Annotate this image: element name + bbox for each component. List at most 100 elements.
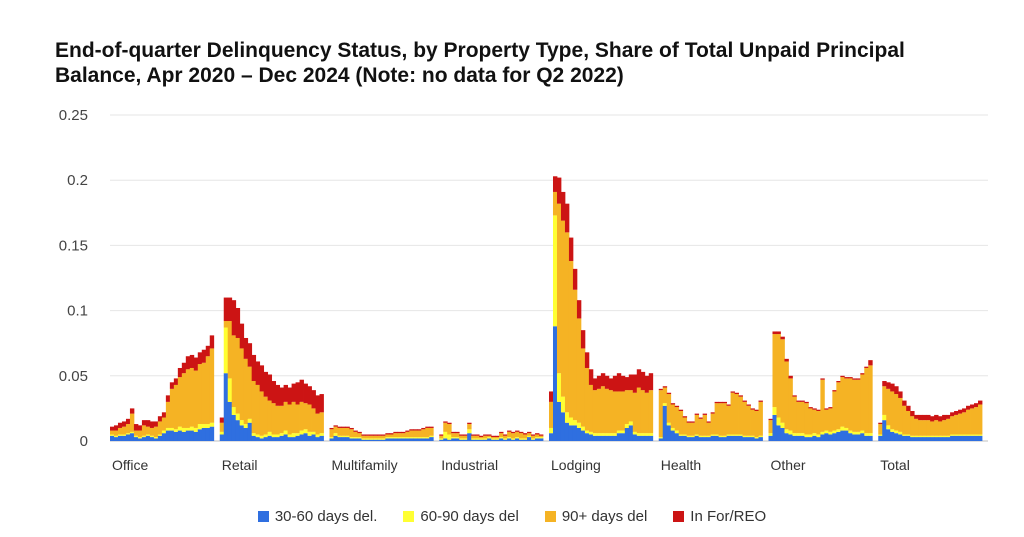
- bar-segment-60-90-days-del: [515, 437, 520, 439]
- bar-segment-in-for-reo: [674, 405, 680, 408]
- bar-segment-90-days-del: [820, 379, 825, 432]
- bar-segment-in-for-reo: [612, 375, 618, 392]
- legend-swatch: [544, 511, 556, 522]
- bar-segment-30-60-days-del: [459, 439, 464, 441]
- bar-segment-90-days-del: [173, 384, 179, 430]
- bar-segment-60-90-days-del: [385, 437, 390, 439]
- legend-label: In For/REO: [690, 508, 767, 525]
- bar-segment-in-for-reo: [624, 377, 630, 391]
- bar-segment-in-for-reo: [848, 377, 853, 379]
- bar-segment-30-60-days-del: [836, 431, 841, 441]
- bar-segment-90-days-del: [439, 435, 444, 439]
- bar-segment-60-90-days-del: [357, 437, 362, 439]
- bar-segment-30-60-days-del: [291, 437, 296, 441]
- bar-segment-90-days-del: [239, 348, 245, 421]
- bar-segment-30-60-days-del: [401, 438, 406, 441]
- bar-segment-in-for-reo: [572, 268, 578, 290]
- bar-segment-60-90-days-del: [878, 434, 883, 436]
- bar-segment-60-90-days-del: [848, 430, 853, 434]
- bar-segment-90-days-del: [467, 424, 472, 430]
- bar-segment-60-90-days-del: [604, 433, 610, 436]
- bar-segment-60-90-days-del: [686, 435, 692, 438]
- bar-segment-90-days-del: [974, 407, 979, 435]
- bar-segment-in-for-reo: [539, 434, 544, 436]
- bar-segment-30-60-days-del: [275, 437, 281, 441]
- bar-segment-30-60-days-del: [319, 435, 324, 441]
- bar-segment-in-for-reo: [223, 297, 229, 322]
- bar-segment-60-90-days-del: [690, 435, 696, 438]
- bar-segment-60-90-days-del: [535, 437, 540, 439]
- bar-segment-60-90-days-del: [674, 430, 680, 434]
- bar-segment-90-days-del: [922, 420, 927, 436]
- bar-segment-in-for-reo: [149, 421, 155, 428]
- bar-segment-60-90-days-del: [758, 435, 763, 438]
- bar-segment-60-90-days-del: [231, 407, 237, 415]
- bar-segment-30-60-days-del: [133, 437, 139, 441]
- bar-segment-30-60-days-del: [776, 425, 781, 441]
- bar-segment-30-60-days-del: [385, 438, 390, 441]
- bar-segment-60-90-days-del: [914, 435, 919, 438]
- bar-segment-90-days-del: [295, 404, 300, 434]
- bar-segment-30-60-days-del: [674, 433, 680, 441]
- bar-segment-90-days-del: [219, 422, 225, 432]
- bar-segment-60-90-days-del: [209, 422, 215, 427]
- bar-segment-90-days-del: [926, 420, 931, 436]
- bar-segment-90-days-del: [169, 388, 175, 428]
- bar-segment-90-days-del: [856, 379, 861, 432]
- bar-segment-90-days-del: [153, 426, 159, 438]
- bar-segment-in-for-reo: [279, 387, 284, 406]
- bar-segment-90-days-del: [592, 390, 598, 434]
- bar-segment-30-60-days-del: [157, 435, 163, 441]
- bar-segment-90-days-del: [283, 401, 288, 431]
- bar-segment-30-60-days-del: [337, 437, 342, 441]
- bar-segment-90-days-del: [405, 431, 410, 438]
- bar-segment-90-days-del: [337, 427, 342, 436]
- bar-segment-30-60-days-del: [860, 433, 865, 441]
- y-tick-label: 0.2: [67, 172, 88, 189]
- bar-segment-60-90-days-del: [361, 438, 366, 440]
- bar-segment-in-for-reo: [882, 381, 887, 387]
- bar-segment-90-days-del: [185, 369, 191, 428]
- bar-segment-in-for-reo: [165, 395, 171, 402]
- bar-segment-90-days-del: [776, 334, 781, 418]
- bar-segment-30-60-days-del: [812, 435, 817, 441]
- bar-segment-30-60-days-del: [780, 427, 785, 441]
- bar-segment-in-for-reo: [796, 400, 801, 402]
- bar-segment-in-for-reo: [413, 429, 418, 431]
- bar-segment-90-days-del: [596, 388, 602, 434]
- bar-segment-60-90-days-del: [299, 430, 304, 435]
- bar-segment-60-90-days-del: [698, 435, 704, 438]
- bar-segment-60-90-days-del: [263, 434, 269, 438]
- bar-segment-in-for-reo: [950, 412, 955, 417]
- bar-segment-in-for-reo: [772, 331, 777, 335]
- bar-segment-30-60-days-del: [519, 439, 524, 441]
- bar-segment-in-for-reo: [503, 434, 508, 436]
- bar-segment-90-days-del: [584, 367, 590, 431]
- bar-segment-60-90-days-del: [479, 438, 484, 440]
- bar-segment-60-90-days-del: [902, 434, 907, 436]
- bar-segment-30-60-days-del: [173, 431, 179, 441]
- bar-segment-30-60-days-del: [906, 435, 911, 441]
- bar-segment-30-60-days-del: [890, 431, 895, 441]
- legend-item: 60-90 days del: [403, 508, 519, 525]
- bar-segment-60-90-days-del: [161, 430, 167, 434]
- bar-segment-90-days-del: [780, 339, 785, 423]
- bar-segment-in-for-reo: [780, 336, 785, 340]
- bar-segment-60-90-days-del: [267, 431, 273, 436]
- bar-segment-90-days-del: [946, 418, 951, 436]
- bar-segment-60-90-days-del: [235, 413, 241, 421]
- bar-segment-90-days-del: [882, 386, 887, 415]
- bar-segment-60-90-days-del: [910, 435, 915, 438]
- bar-segment-in-for-reo: [902, 400, 907, 406]
- bar-segment-30-60-days-del: [507, 438, 512, 441]
- bar-segment-30-60-days-del: [365, 439, 370, 441]
- bar-segment-30-60-days-del: [698, 437, 704, 441]
- bar-segment-in-for-reo: [910, 411, 915, 417]
- bar-segment-60-90-days-del: [275, 434, 281, 438]
- bar-segment-90-days-del: [640, 390, 646, 434]
- bar-segment-in-for-reo: [938, 416, 943, 422]
- bar-segment-60-90-days-del: [962, 434, 967, 436]
- y-tick-label: 0: [80, 433, 88, 450]
- bar-segment-in-for-reo: [894, 386, 899, 395]
- bar-segment-90-days-del: [455, 433, 460, 438]
